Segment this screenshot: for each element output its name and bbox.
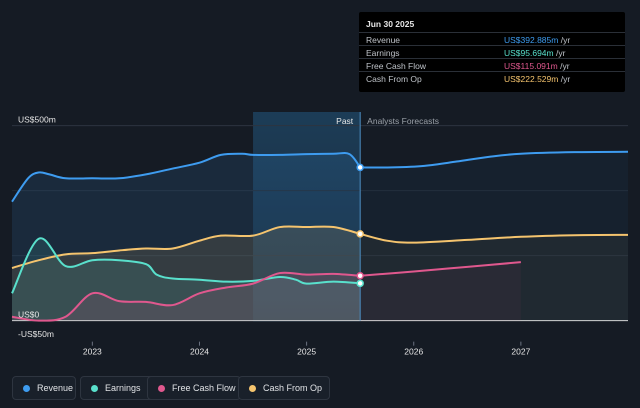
tooltip-row-cash-from-op: Cash From Op US$222.529m /yr xyxy=(359,71,625,85)
tooltip-panel: Jun 30 2025 Revenue US$392.885m /yr Earn… xyxy=(359,12,625,92)
tooltip-label: Revenue xyxy=(366,35,401,45)
legend-label: Free Cash Flow xyxy=(172,383,236,393)
forecast-area-free-cash-flow xyxy=(360,262,521,321)
area-revenue xyxy=(12,152,361,321)
x-tick-label: 2027 xyxy=(511,347,530,357)
tooltip-row-free-cash-flow: Free Cash Flow US$115.091m /yr xyxy=(359,58,625,72)
tooltip-value: US$95.694m /yr xyxy=(504,48,566,58)
tooltip-value: US$392.885m /yr xyxy=(504,35,571,45)
tooltip-label: Earnings xyxy=(366,48,400,58)
y-axis-label: -US$50m xyxy=(18,329,54,339)
forecast-label: Analysts Forecasts xyxy=(367,116,439,126)
legend-dot-icon xyxy=(158,384,165,392)
marker-free-cash-flow xyxy=(356,272,364,280)
legend-free-cash-flow-toggle[interactable]: Free Cash Flow xyxy=(147,376,241,400)
tooltip-value: US$222.529m /yr xyxy=(504,74,571,84)
x-tick-label: 2023 xyxy=(83,347,102,357)
x-tick-label: 2024 xyxy=(190,347,209,357)
past-label: Past xyxy=(336,116,354,126)
line-free-cash-flow xyxy=(11,271,361,322)
legend-label: Revenue xyxy=(37,383,74,393)
forecast-line-free-cash-flow xyxy=(360,261,521,277)
legend-label: Cash From Op xyxy=(263,383,323,393)
legend-dot-icon xyxy=(249,384,256,392)
legend-label: Earnings xyxy=(105,383,141,393)
tooltip-value: US$115.091m /yr xyxy=(504,61,570,71)
y-axis-label: US$0 xyxy=(18,310,40,320)
x-tick-label: 2025 xyxy=(297,347,316,357)
tooltip-date: Jun 30 2025 xyxy=(366,19,415,29)
forecast-line-cash-from-op xyxy=(359,232,629,244)
line-cash-from-op xyxy=(11,225,361,269)
y-axis-label: US$500m xyxy=(18,115,56,125)
forecast-line-revenue xyxy=(360,150,629,169)
marker-revenue xyxy=(356,163,364,172)
tooltip-row-revenue: Revenue US$392.885m /yr xyxy=(359,32,625,46)
marker-earnings xyxy=(356,279,364,288)
legend-earnings-toggle[interactable]: Earnings xyxy=(80,376,154,400)
x-tick-label: 2026 xyxy=(404,347,423,357)
tooltip-label: Cash From Op xyxy=(366,74,422,84)
forecast-area-revenue xyxy=(360,151,628,321)
past-highlight-band xyxy=(253,112,361,322)
legend-cash-from-op-toggle[interactable]: Cash From Op xyxy=(238,376,330,400)
area-free-cash-flow xyxy=(12,272,361,321)
financial-chart: Past Analysts Forecasts US$500m US$0 -US$5… xyxy=(11,112,629,357)
legend-dot-icon xyxy=(91,384,98,392)
legend-revenue-toggle[interactable]: Revenue xyxy=(12,376,76,400)
legend-dot-icon xyxy=(23,384,30,392)
line-earnings xyxy=(11,237,361,294)
marker-cash-from-op xyxy=(356,230,364,238)
area-cash-from-op xyxy=(12,226,361,321)
tooltip-row-earnings: Earnings US$95.694m /yr xyxy=(359,45,625,59)
forecast-area-cash-from-op xyxy=(360,233,628,321)
line-revenue xyxy=(11,151,361,203)
tooltip-label: Free Cash Flow xyxy=(366,61,426,71)
